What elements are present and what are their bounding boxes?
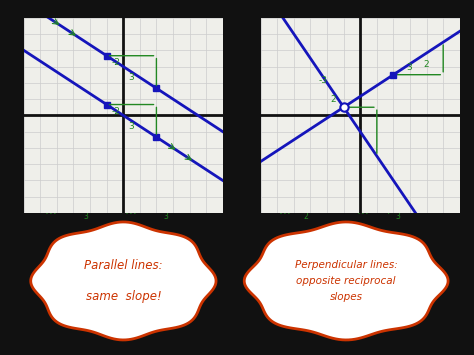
Text: same  slope!: same slope! bbox=[85, 290, 161, 303]
Text: $m = \frac{3}{2}$: $m = \frac{3}{2}$ bbox=[279, 202, 310, 223]
Text: Perpendicular lines:: Perpendicular lines: bbox=[295, 260, 398, 271]
Text: $m = -\frac{2}{3}$: $m = -\frac{2}{3}$ bbox=[125, 202, 171, 223]
Text: -3: -3 bbox=[319, 76, 328, 85]
Text: 3: 3 bbox=[407, 63, 412, 72]
Polygon shape bbox=[31, 222, 216, 340]
Text: 2: 2 bbox=[330, 95, 336, 104]
Text: Parallel lines:: Parallel lines: bbox=[84, 259, 163, 272]
Text: 3: 3 bbox=[128, 73, 135, 82]
Text: $m = -\frac{2}{3}$: $m = -\frac{2}{3}$ bbox=[45, 202, 90, 223]
Text: slopes: slopes bbox=[329, 291, 363, 301]
Text: 2: 2 bbox=[423, 60, 429, 69]
Text: 3: 3 bbox=[128, 122, 135, 131]
Text: opposite reciprocal: opposite reciprocal bbox=[296, 276, 396, 286]
Text: $m = +\frac{2}{3}$: $m = +\frac{2}{3}$ bbox=[357, 202, 402, 223]
Polygon shape bbox=[244, 222, 448, 340]
Text: -2: -2 bbox=[111, 107, 120, 116]
Text: -2: -2 bbox=[111, 59, 120, 67]
